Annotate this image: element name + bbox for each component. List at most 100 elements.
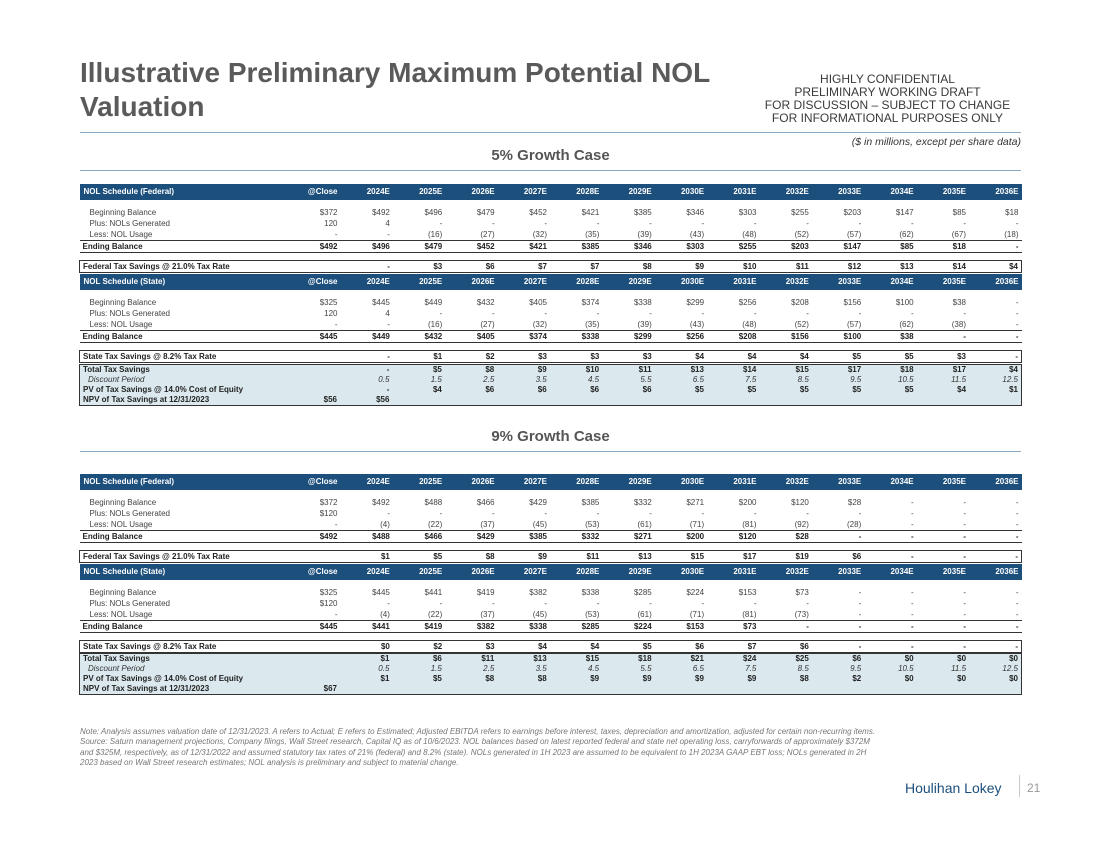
column-header: 2034E [864, 274, 917, 290]
table-cell: $0 [1009, 674, 1018, 683]
table-cell: $5 [852, 385, 862, 394]
table-cell: $5 [799, 385, 809, 394]
table-cell: 3.5 [535, 375, 547, 384]
table-cell: $11 [481, 654, 495, 663]
table-cell: $100 [811, 330, 865, 343]
table-header-row: NOL Schedule (State) @Close 2024E 2025E 2026… [79, 564, 1022, 580]
table-cell: $421 [581, 208, 600, 217]
table-cell: - [439, 509, 443, 518]
table-cell: - [916, 530, 969, 543]
state-schedule-9pct: NOL Schedule (State) @Close 2024E 2025E 2026… [79, 564, 1022, 653]
row-label: Beginning Balance [89, 498, 157, 507]
table-cell: $5 [695, 385, 704, 394]
table-cell: - [596, 219, 600, 228]
page-title: Illustrative Preliminary Maximum Potenti… [80, 57, 710, 122]
row-label: Plus: NOLs Generated [89, 219, 170, 228]
confidentiality-notice: HIGHLY CONFIDENTIAL PRELIMINARY WORKING … [740, 73, 1035, 125]
table-cell: $255 [707, 240, 760, 253]
table-cell: $445 [282, 330, 341, 343]
table-cell: - [649, 219, 652, 228]
table-cell: $9 [747, 674, 757, 683]
table-cell: - [544, 219, 547, 228]
table-cell: - [1015, 498, 1019, 507]
table-cell: $445 [372, 588, 390, 597]
row-label: Plus: NOLs Generated [89, 599, 170, 608]
column-header: 2029E [602, 274, 655, 290]
column-header: 2035E [916, 474, 969, 490]
row-label: NOL Schedule (State) [79, 564, 283, 580]
table-cell: $385 [550, 240, 603, 253]
table-cell: $11 [638, 365, 652, 374]
table-cell: (62) [864, 229, 917, 241]
row-label: Federal Tax Savings @ 21.0% Tax Rate [79, 550, 283, 563]
table-cell: $203 [759, 240, 812, 253]
table-row: PV of Tax Savings @ 14.0% Cost of Equity… [80, 674, 1022, 684]
table-cell: (35) [550, 319, 603, 331]
table-cell: $479 [476, 208, 495, 217]
table-cell: $147 [895, 208, 914, 217]
table-cell [917, 684, 969, 695]
table-cell: - [386, 385, 390, 394]
table-cell: - [491, 599, 495, 608]
table-cell: (16) [392, 229, 446, 241]
table-cell: - [969, 519, 1022, 531]
table-cell: - [806, 219, 809, 228]
table-cell: $3 [392, 260, 446, 273]
table-cell: $7 [550, 260, 603, 273]
column-header: 2036E [969, 274, 1022, 290]
table-cell: $38 [864, 330, 917, 343]
table-cell: $6 [811, 550, 865, 563]
table-cell: $156 [759, 330, 812, 343]
table-cell: $8 [485, 365, 495, 374]
table-cell: $299 [602, 330, 655, 343]
row-label: Beginning Balance [89, 588, 157, 597]
table-cell: $449 [340, 330, 393, 343]
column-header: 2035E [916, 564, 969, 580]
column-header: 2025E [392, 564, 446, 580]
table-row: Ending Balance $492 $496 $479 $452 $421 $385 $3… [79, 240, 1022, 253]
table-cell: (52) [759, 229, 812, 241]
table-cell: 11.5 [951, 664, 967, 673]
table-row: Beginning Balance $325 $445 $441 $419 $382 $33… [80, 587, 1022, 598]
row-label: PV of Tax Savings @ 14.0% Cost of Equity [83, 674, 244, 683]
table-cell: - [969, 609, 1022, 621]
table-cell: $8 [445, 550, 498, 563]
table-row: Ending Balance $445 $449 $432 $405 $374 $338 $2… [79, 330, 1022, 343]
table-cell: $303 [738, 208, 757, 217]
table-cell: (39) [602, 229, 655, 241]
table-cell: $25 [795, 654, 809, 663]
table-row: Less: NOL Usage - - (16) (27) (32) (35) (39) (43… [79, 319, 1022, 331]
table-cell: $2 [445, 350, 498, 363]
table-cell: $5 [392, 550, 446, 563]
footnote: Note: Analysis assumes valuation date of… [80, 727, 880, 768]
federal-schedule-5pct: NOL Schedule (Federal) @Close 2024E 2025E 20… [79, 184, 1022, 273]
table-cell: $56 [323, 395, 337, 404]
table-cell: $19 [759, 550, 812, 563]
table-cell: 5.5 [640, 664, 652, 673]
row-label: Ending Balance [79, 620, 283, 633]
table-cell: $6 [642, 385, 652, 394]
table-cell: $445 [282, 620, 341, 633]
case-title-5pct: 5% Growth Case [491, 147, 610, 164]
table-cell: 12.5 [1002, 375, 1018, 384]
table-row: Federal Tax Savings @ 21.0% Tax Rate $1 $5… [79, 550, 1022, 563]
column-header: 2027E [497, 274, 550, 290]
table-row: Less: NOL Usage - (4) (22) (37) (45) (53) (61)(… [79, 519, 1022, 531]
table-cell: $1 [1009, 385, 1018, 394]
table-cell: - [701, 599, 705, 608]
table-cell: $13 [602, 550, 655, 563]
table-cell: $405 [529, 298, 547, 307]
summary-5pct: Total Tax Savings - $5 $8 $9 $10 $11 $13 $14 $15 $… [79, 364, 1022, 406]
table-cell: $1 [340, 550, 393, 563]
table-cell: - [544, 509, 547, 518]
table-cell: (16) [392, 319, 446, 331]
table-cell [917, 395, 969, 406]
column-header: 2025E [392, 274, 446, 290]
table-cell [282, 375, 340, 385]
column-header: @Close [282, 184, 341, 200]
table-cell: 10.5 [898, 375, 914, 384]
table-cell: $38 [952, 298, 966, 307]
table-cell: - [806, 599, 809, 608]
row-label: Beginning Balance [89, 208, 157, 217]
table-cell: (27) [445, 319, 498, 331]
